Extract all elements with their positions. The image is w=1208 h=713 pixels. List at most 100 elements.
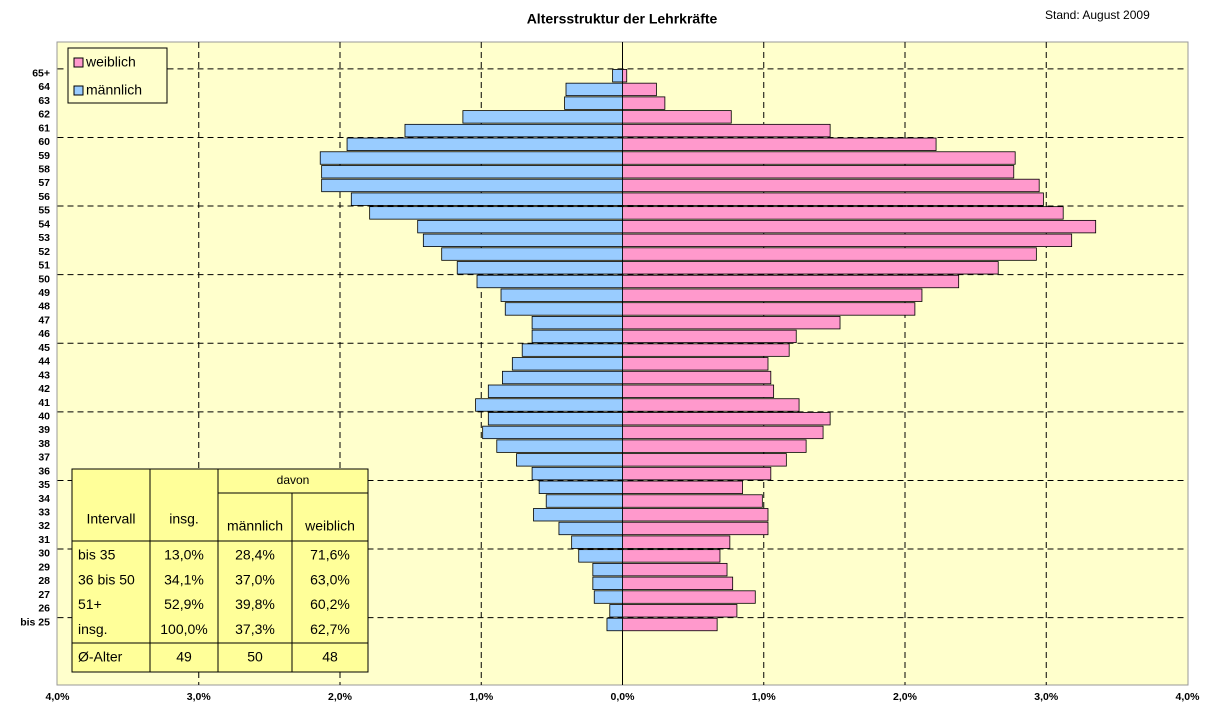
bar: [456, 261, 623, 275]
y-tick-label: 40: [38, 410, 50, 422]
y-tick-label: 58: [38, 164, 50, 176]
y-tick-label: 39: [38, 424, 50, 436]
y-tick-label: 64: [38, 81, 50, 93]
bar: [441, 247, 623, 261]
bar: [622, 274, 960, 289]
bar: [564, 96, 623, 110]
x-tick-label: 0,0%: [611, 691, 636, 703]
bar: [622, 604, 738, 618]
y-tick-label: 47: [38, 314, 50, 326]
bar: [622, 521, 769, 536]
bar: [622, 123, 831, 138]
y-tick-label: 43: [38, 369, 50, 381]
table-cell: 63,0%: [310, 571, 350, 587]
table-cell: insg.: [78, 621, 108, 637]
bar: [622, 96, 666, 110]
y-tick-label: 65+: [32, 67, 50, 79]
bar: [622, 288, 923, 302]
table-cell: 28,4%: [235, 547, 275, 563]
legend-box: [67, 47, 168, 104]
bar: [622, 384, 775, 398]
y-tick-label: 33: [38, 507, 50, 519]
table-cell: 37,0%: [235, 571, 275, 587]
y-tick-label: 50: [38, 273, 50, 285]
bar: [482, 425, 623, 440]
bar: [622, 508, 769, 522]
y-tick-label: 48: [38, 301, 50, 313]
table-header: insg.: [169, 511, 199, 527]
bar: [622, 165, 1015, 179]
legend-swatch: [73, 85, 84, 96]
bar: [622, 316, 841, 330]
legend-swatch: [73, 57, 84, 68]
table-cell: 37,3%: [235, 621, 275, 637]
bar: [545, 494, 623, 508]
bar: [622, 206, 1064, 220]
bar: [476, 274, 623, 289]
bar: [622, 466, 772, 481]
y-tick-label: 31: [38, 534, 50, 546]
bar: [346, 137, 623, 151]
bar: [571, 535, 623, 549]
bar: [609, 604, 623, 618]
y-tick-label: 61: [38, 122, 50, 134]
bar: [516, 453, 623, 467]
bar: [622, 439, 807, 453]
bar: [622, 69, 628, 83]
y-tick-label: 60: [38, 136, 50, 148]
bar: [417, 219, 623, 234]
table-header: weiblich: [304, 518, 355, 534]
x-tick-label: 3,0%: [187, 691, 212, 703]
x-tick-label: 1,0%: [752, 691, 777, 703]
bar: [622, 192, 1044, 206]
x-tick-label: 4,0%: [46, 691, 71, 703]
chart-title: Altersstruktur der Lehrkräfte: [527, 11, 718, 27]
bar: [404, 123, 623, 138]
bar: [500, 288, 623, 302]
bar: [622, 425, 824, 440]
y-tick-label: 44: [38, 356, 50, 368]
bar: [622, 453, 787, 467]
subtitle: Stand: August 2009: [1045, 8, 1150, 22]
bar: [622, 82, 657, 97]
y-tick-label: 29: [38, 561, 50, 573]
bar: [622, 137, 937, 151]
bar: [622, 219, 1097, 234]
bar: [622, 247, 1037, 261]
y-tick-label: 41: [38, 397, 50, 409]
bar: [622, 151, 1016, 165]
legend-label: weiblich: [85, 54, 136, 70]
bar: [622, 343, 790, 357]
y-tick-label: 52: [38, 246, 50, 258]
table-cell: bis 35: [78, 547, 116, 563]
table-cell: 13,0%: [164, 547, 204, 563]
bar: [622, 357, 769, 371]
bar: [511, 357, 623, 371]
table-cell: 52,9%: [164, 596, 204, 612]
bar: [475, 398, 623, 412]
y-tick-label: 45: [38, 342, 50, 354]
y-tick-label: 27: [38, 589, 50, 601]
bar: [533, 508, 623, 522]
bar: [622, 110, 732, 124]
legend-label: männlich: [86, 82, 142, 98]
table-cell: 60,2%: [310, 596, 350, 612]
bar: [622, 549, 721, 563]
y-tick-label: 51: [38, 260, 50, 272]
bar: [350, 192, 623, 206]
bar: [531, 316, 623, 330]
x-tick-label: 2,0%: [893, 691, 918, 703]
bar: [531, 329, 623, 344]
y-tick-label: 32: [38, 520, 50, 532]
bar: [622, 480, 743, 494]
bar: [593, 590, 623, 604]
bar: [622, 494, 763, 508]
bar: [592, 576, 623, 590]
bar: [622, 590, 756, 604]
y-tick-label: 34: [38, 493, 50, 505]
bar: [622, 178, 1040, 193]
y-tick-label: 30: [38, 548, 50, 560]
bar: [592, 562, 623, 577]
bar: [422, 233, 623, 247]
